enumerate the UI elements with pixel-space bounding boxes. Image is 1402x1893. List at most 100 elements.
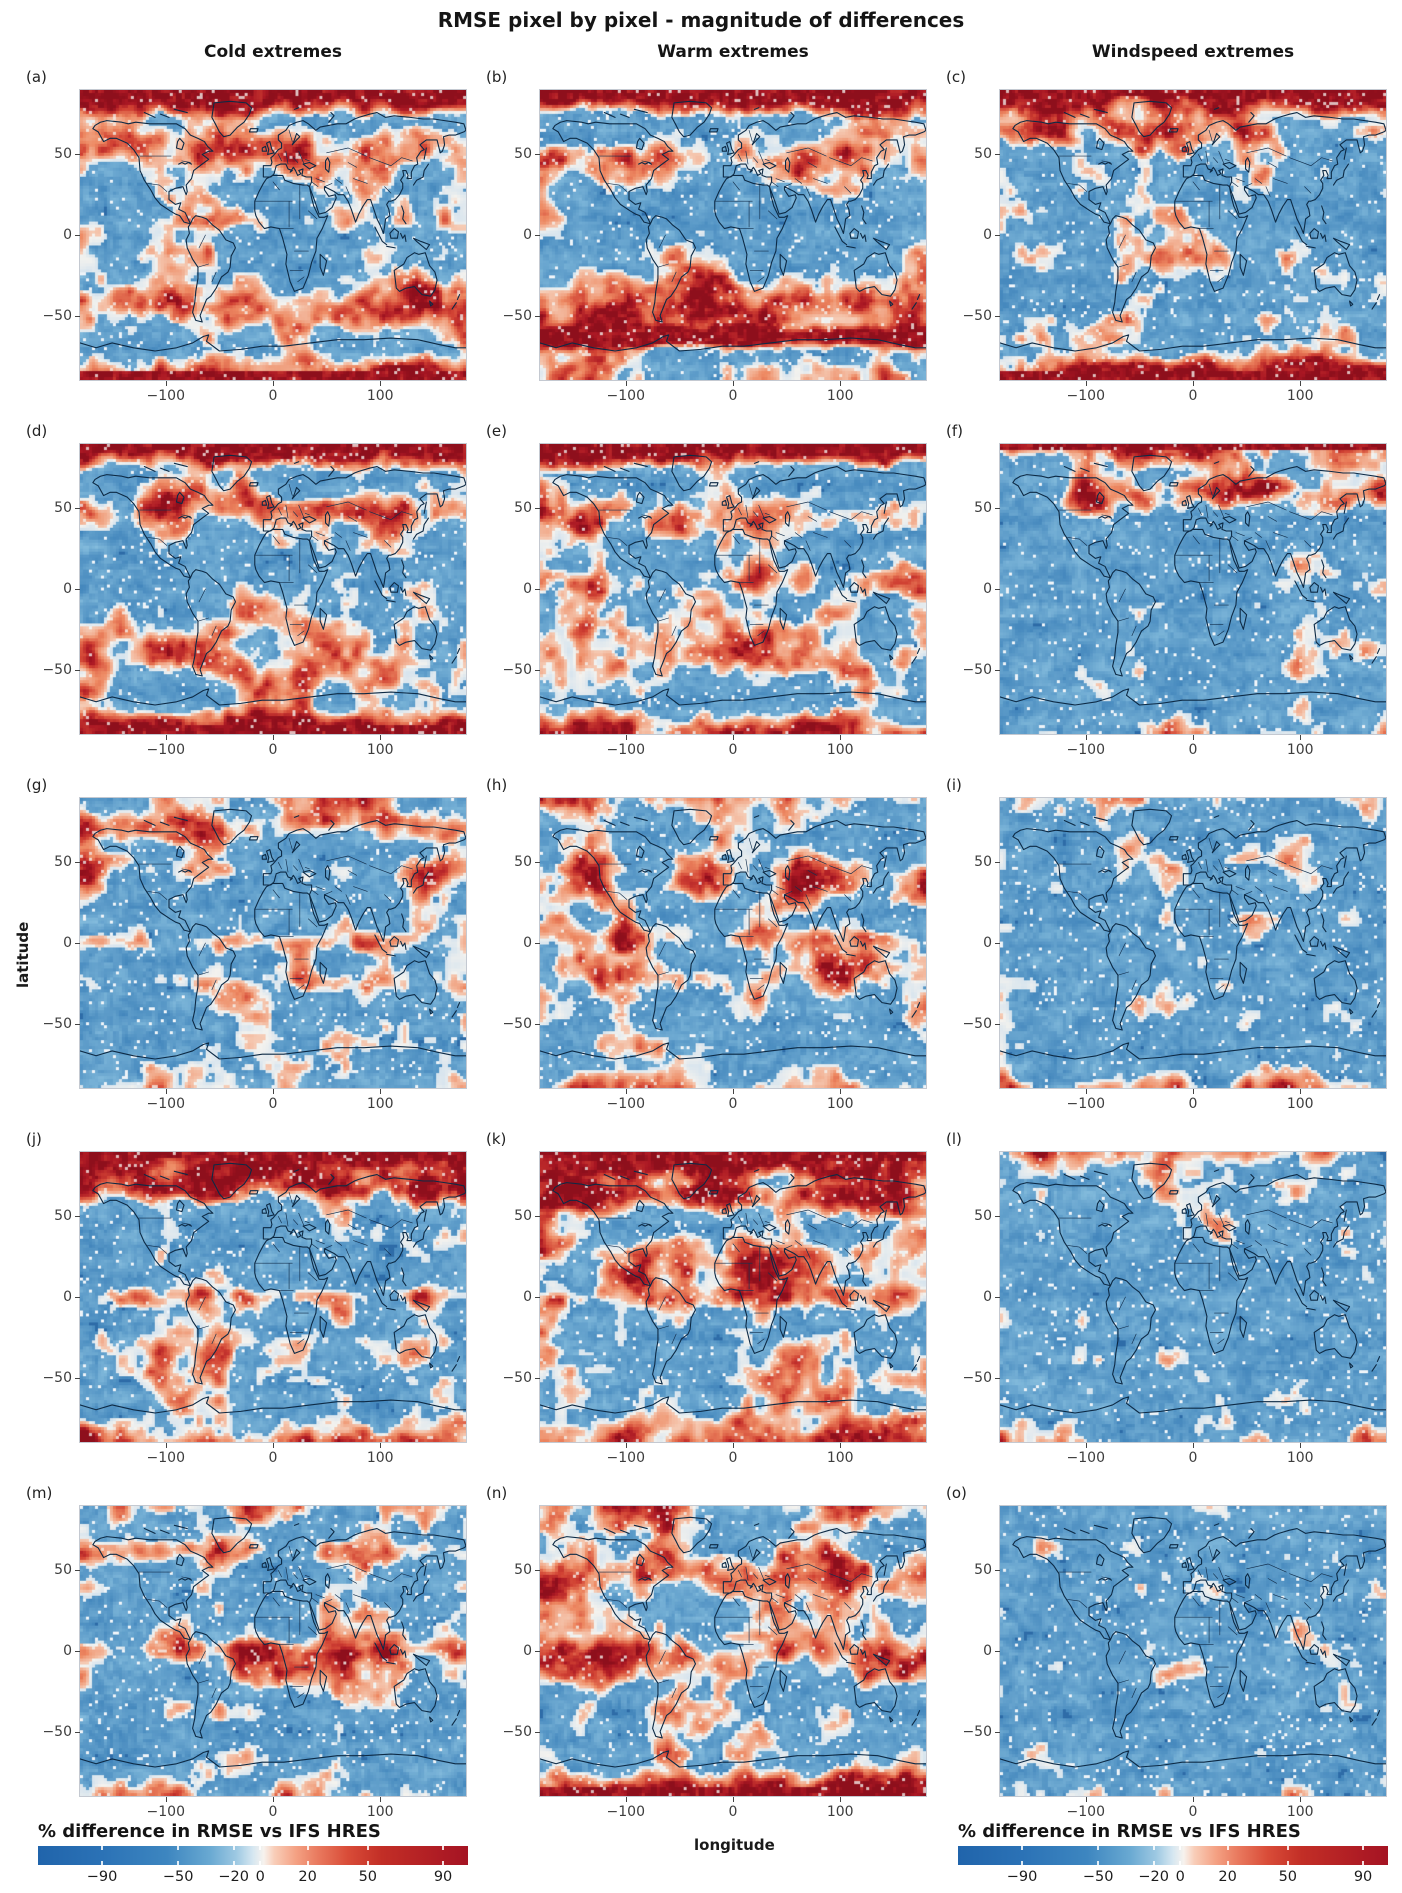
x-tick-label: −100 (606, 1096, 645, 1112)
y-tick-label: 50 (54, 500, 72, 517)
x-tick-mark (165, 1089, 167, 1094)
colorbar-tick-mark (442, 1861, 445, 1865)
y-tick-label: 50 (54, 1208, 72, 1225)
y-tick-mark (75, 1377, 80, 1379)
x-tick-mark (380, 381, 382, 386)
x-tick-mark (1300, 1797, 1302, 1802)
heatmap-canvas (540, 1152, 926, 1442)
y-tick-mark (995, 508, 1000, 510)
colorbar-tick-mark (1362, 1846, 1365, 1850)
x-tick-label: 100 (826, 1096, 854, 1112)
x-tick-label: 0 (1188, 742, 1198, 758)
heatmap-canvas (1000, 1152, 1386, 1442)
x-tick-label: −100 (146, 742, 185, 758)
y-tick-label: −50 (502, 661, 532, 678)
x-tick-mark (165, 1797, 167, 1802)
colorbar-tick-mark (366, 1846, 369, 1850)
colorbar-tick-mark (177, 1861, 180, 1865)
y-tick-mark (995, 1377, 1000, 1379)
colorbar-tick-mark (306, 1861, 309, 1865)
x-tick-mark (1300, 735, 1302, 740)
y-tick-mark (535, 1023, 540, 1025)
y-tick-label: 50 (974, 854, 992, 871)
x-tick-label: 100 (366, 1804, 394, 1820)
x-tick-mark (840, 381, 842, 386)
colorbar-label: % difference in RMSE vs IFS HRES (38, 1821, 381, 1842)
x-tick-label: −100 (146, 1450, 185, 1466)
x-tick-mark (380, 1797, 382, 1802)
y-tick-mark (75, 154, 80, 156)
x-tick-mark (625, 1443, 627, 1448)
colorbar-tick-mark (259, 1846, 262, 1850)
y-tick-label: −50 (962, 1369, 992, 1386)
x-tick-label: 100 (366, 1096, 394, 1112)
colorbar-tick-mark (1286, 1861, 1289, 1865)
x-tick-mark (1085, 735, 1087, 740)
y-tick-label: −50 (502, 1369, 532, 1386)
x-tick-mark (273, 735, 274, 740)
colorbar-tick-label: 90 (433, 1869, 453, 1885)
y-tick-label: 50 (514, 1562, 532, 1579)
y-tick-label: 0 (523, 1643, 532, 1659)
colorbar-tick-label: −20 (1138, 1869, 1169, 1885)
x-tick-mark (625, 381, 627, 386)
y-tick-label: 50 (514, 854, 532, 871)
heatmap-canvas (80, 90, 466, 380)
y-tick-mark (995, 315, 1000, 317)
y-tick-label: 50 (54, 854, 72, 871)
y-tick-mark (535, 1377, 540, 1379)
map-panel-h: (h) 50 0 −50 −100 0 100 (482, 774, 934, 1120)
x-tick-mark (380, 1443, 382, 1448)
world-map-l (999, 1151, 1387, 1443)
panel-label: (d) (26, 422, 48, 440)
map-panel-e: (e) 50 0 −50 −100 0 100 (482, 420, 934, 766)
x-tick-label: 100 (366, 742, 394, 758)
colorbar-tick-mark (366, 1861, 369, 1865)
map-panel-o: (o) 50 0 −50 −100 0 100 (942, 1482, 1394, 1828)
y-tick-mark (535, 1731, 540, 1733)
panel-label: (f) (946, 422, 963, 440)
x-tick-mark (840, 1797, 842, 1802)
colorbar-tick-label: −50 (1082, 1869, 1114, 1885)
x-tick-mark (1193, 1089, 1194, 1094)
world-map-d (79, 443, 467, 735)
x-tick-label: −100 (606, 1804, 645, 1820)
panel-label: (o) (946, 1484, 967, 1502)
world-map-n (539, 1505, 927, 1797)
y-tick-label: 50 (514, 500, 532, 517)
y-tick-label: −50 (42, 1369, 72, 1386)
y-tick-label: −50 (42, 307, 72, 324)
panel-label: (l) (946, 1130, 962, 1148)
y-tick-mark (995, 669, 1000, 671)
y-tick-label: 50 (974, 146, 992, 163)
heatmap-canvas (1000, 444, 1386, 734)
colorbar-tick-mark (1152, 1861, 1155, 1865)
map-panel-c: (c) 50 0 −50 −100 0 100 (942, 66, 1394, 412)
colorbar-tick-label: 20 (1218, 1869, 1237, 1885)
x-tick-mark (733, 1797, 734, 1802)
y-tick-mark (535, 862, 540, 864)
colorbar-tick-mark (177, 1846, 180, 1850)
x-tick-label: −100 (1066, 1450, 1105, 1466)
panel-label: (a) (26, 68, 47, 86)
colorbar-tick-mark (259, 1861, 262, 1865)
y-tick-label: 0 (63, 227, 72, 243)
figure-title: RMSE pixel by pixel - magnitude of diffe… (437, 8, 965, 32)
y-tick-label: 50 (974, 1208, 992, 1225)
colorbar-tick-label: −50 (162, 1869, 194, 1885)
y-tick-mark (535, 1216, 540, 1218)
heatmap-canvas (80, 1152, 466, 1442)
column-header-cold: Cold extremes (204, 42, 342, 62)
x-tick-mark (733, 735, 734, 740)
x-tick-mark (273, 1443, 274, 1448)
panel-label: (g) (26, 776, 48, 794)
heatmap-canvas (80, 798, 466, 1088)
colorbar-tick-mark (101, 1846, 104, 1850)
y-tick-mark (995, 235, 1000, 236)
map-panel-d: (d) 50 0 −50 −100 0 100 (22, 420, 474, 766)
map-panel-k: (k) 50 0 −50 −100 0 100 (482, 1128, 934, 1474)
x-tick-mark (1085, 1443, 1087, 1448)
colorbar-tick-mark (232, 1861, 235, 1865)
map-panel-f: (f) 50 0 −50 −100 0 100 (942, 420, 1394, 766)
x-tick-mark (1193, 735, 1194, 740)
